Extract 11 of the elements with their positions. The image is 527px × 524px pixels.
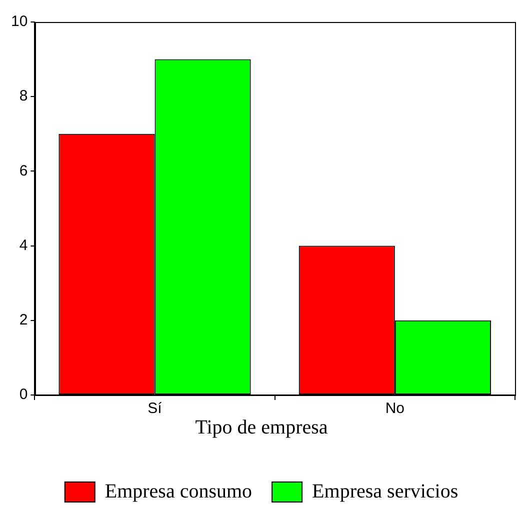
legend-label: Empresa consumo <box>104 480 252 502</box>
legend-title: Tipo de empresa <box>195 416 328 438</box>
y-tick-label: 6 <box>19 162 28 180</box>
x-tick-label: No <box>385 400 405 418</box>
y-tick-label: 10 <box>10 13 28 30</box>
y-tick-label: 0 <box>19 386 28 404</box>
legend-label: Empresa servicios <box>312 480 458 502</box>
x-tick-label: Sí <box>148 400 163 418</box>
y-tick-label: 4 <box>19 236 28 254</box>
y-tick-label: 2 <box>19 312 28 329</box>
y-tick-label: 8 <box>19 88 28 105</box>
